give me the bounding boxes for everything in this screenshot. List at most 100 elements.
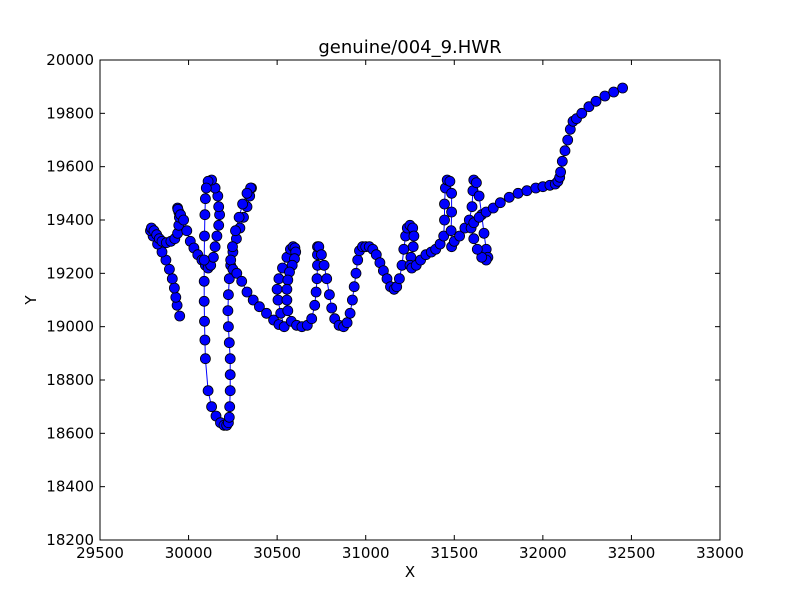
x-tick-label: 29500 (76, 544, 124, 562)
data-point (444, 175, 456, 187)
y-tick-label: 19800 (46, 104, 94, 122)
data-point (199, 193, 211, 205)
y-tick-label: 18400 (46, 478, 94, 496)
data-point (439, 198, 450, 210)
data-point (181, 225, 193, 237)
data-point (168, 282, 180, 294)
y-tick-label: 18200 (46, 531, 94, 549)
x-tick-label: 32000 (519, 544, 567, 562)
data-point (199, 209, 211, 221)
data-point (407, 241, 419, 253)
data-point (261, 307, 272, 319)
data-point (231, 267, 243, 279)
data-point (236, 275, 248, 287)
data-point (438, 230, 450, 242)
data-point (222, 321, 234, 333)
data-point (223, 337, 235, 349)
data-point (224, 353, 236, 365)
data-point (233, 211, 245, 223)
data-point (445, 225, 457, 237)
y-tick-label: 18800 (46, 371, 94, 389)
x-tick-label: 32500 (608, 544, 656, 562)
data-point (282, 305, 294, 317)
data-point (323, 289, 335, 301)
data-point (398, 243, 410, 255)
data-point (282, 274, 294, 286)
data-point (247, 294, 259, 306)
data-point (178, 214, 190, 226)
x-axis-label: X (405, 563, 415, 581)
data-point (350, 267, 362, 279)
data-point (608, 86, 620, 98)
y-tick-label: 18600 (46, 424, 94, 442)
data-point (199, 334, 211, 346)
data-point (352, 254, 364, 266)
x-tick-label: 31500 (430, 544, 478, 562)
y-tick-label: 19600 (46, 158, 94, 176)
data-point (468, 233, 480, 245)
data-point (213, 219, 225, 231)
y-tick-label: 19000 (46, 318, 94, 336)
data-point (559, 145, 571, 157)
data-point (278, 321, 290, 333)
data-point (617, 82, 628, 94)
data-point (223, 411, 235, 423)
axes-frame (99, 59, 721, 541)
data-point (494, 197, 506, 209)
data-point (599, 90, 611, 102)
data-point (470, 177, 482, 189)
data-point (583, 101, 595, 113)
plot-area (145, 82, 628, 431)
data-point (207, 251, 219, 263)
axis-ticks: 29500 30000 30500 31000 31500 32000 32500 33000… (46, 51, 744, 562)
data-point (473, 190, 485, 202)
data-point (576, 107, 588, 119)
data-point (310, 286, 322, 298)
data-point (170, 291, 182, 303)
data-point (209, 241, 221, 253)
y-tick-label: 19200 (46, 264, 94, 282)
data-point (241, 187, 253, 199)
data-point (503, 191, 515, 203)
data-point (222, 305, 234, 317)
data-point (253, 301, 265, 313)
y-axis-label: Y (22, 295, 40, 306)
data-point (590, 95, 602, 107)
data-point (213, 201, 225, 213)
data-point (318, 259, 330, 271)
data-point (562, 134, 574, 146)
x-tick-label: 30000 (165, 544, 213, 562)
data-point (555, 166, 566, 178)
x-tick-label: 33000 (696, 544, 744, 562)
data-point (163, 263, 175, 275)
data-point (230, 225, 241, 237)
data-point (224, 369, 236, 381)
data-point (166, 273, 178, 285)
data-point (521, 185, 533, 197)
data-point (446, 206, 458, 218)
data-point (199, 315, 210, 327)
data-point (446, 187, 458, 199)
y-tick-label: 20000 (46, 51, 94, 69)
data-point (281, 294, 293, 306)
data-point (346, 294, 358, 306)
data-point (348, 281, 360, 293)
data-point (241, 286, 253, 298)
data-point (478, 227, 490, 239)
data-point (198, 254, 210, 266)
data-point (224, 385, 236, 397)
data-point (439, 214, 450, 226)
data-point (326, 302, 338, 314)
data-point (408, 230, 420, 242)
data-point (311, 273, 323, 285)
data-point (198, 295, 210, 307)
data-point (199, 230, 210, 242)
data-point (471, 243, 483, 255)
chart-title: genuine/004_9.HWR (318, 37, 501, 58)
data-point (306, 313, 318, 325)
data-point (225, 254, 237, 266)
data-point (224, 401, 236, 413)
data-point (202, 385, 214, 397)
data-point (315, 249, 327, 261)
